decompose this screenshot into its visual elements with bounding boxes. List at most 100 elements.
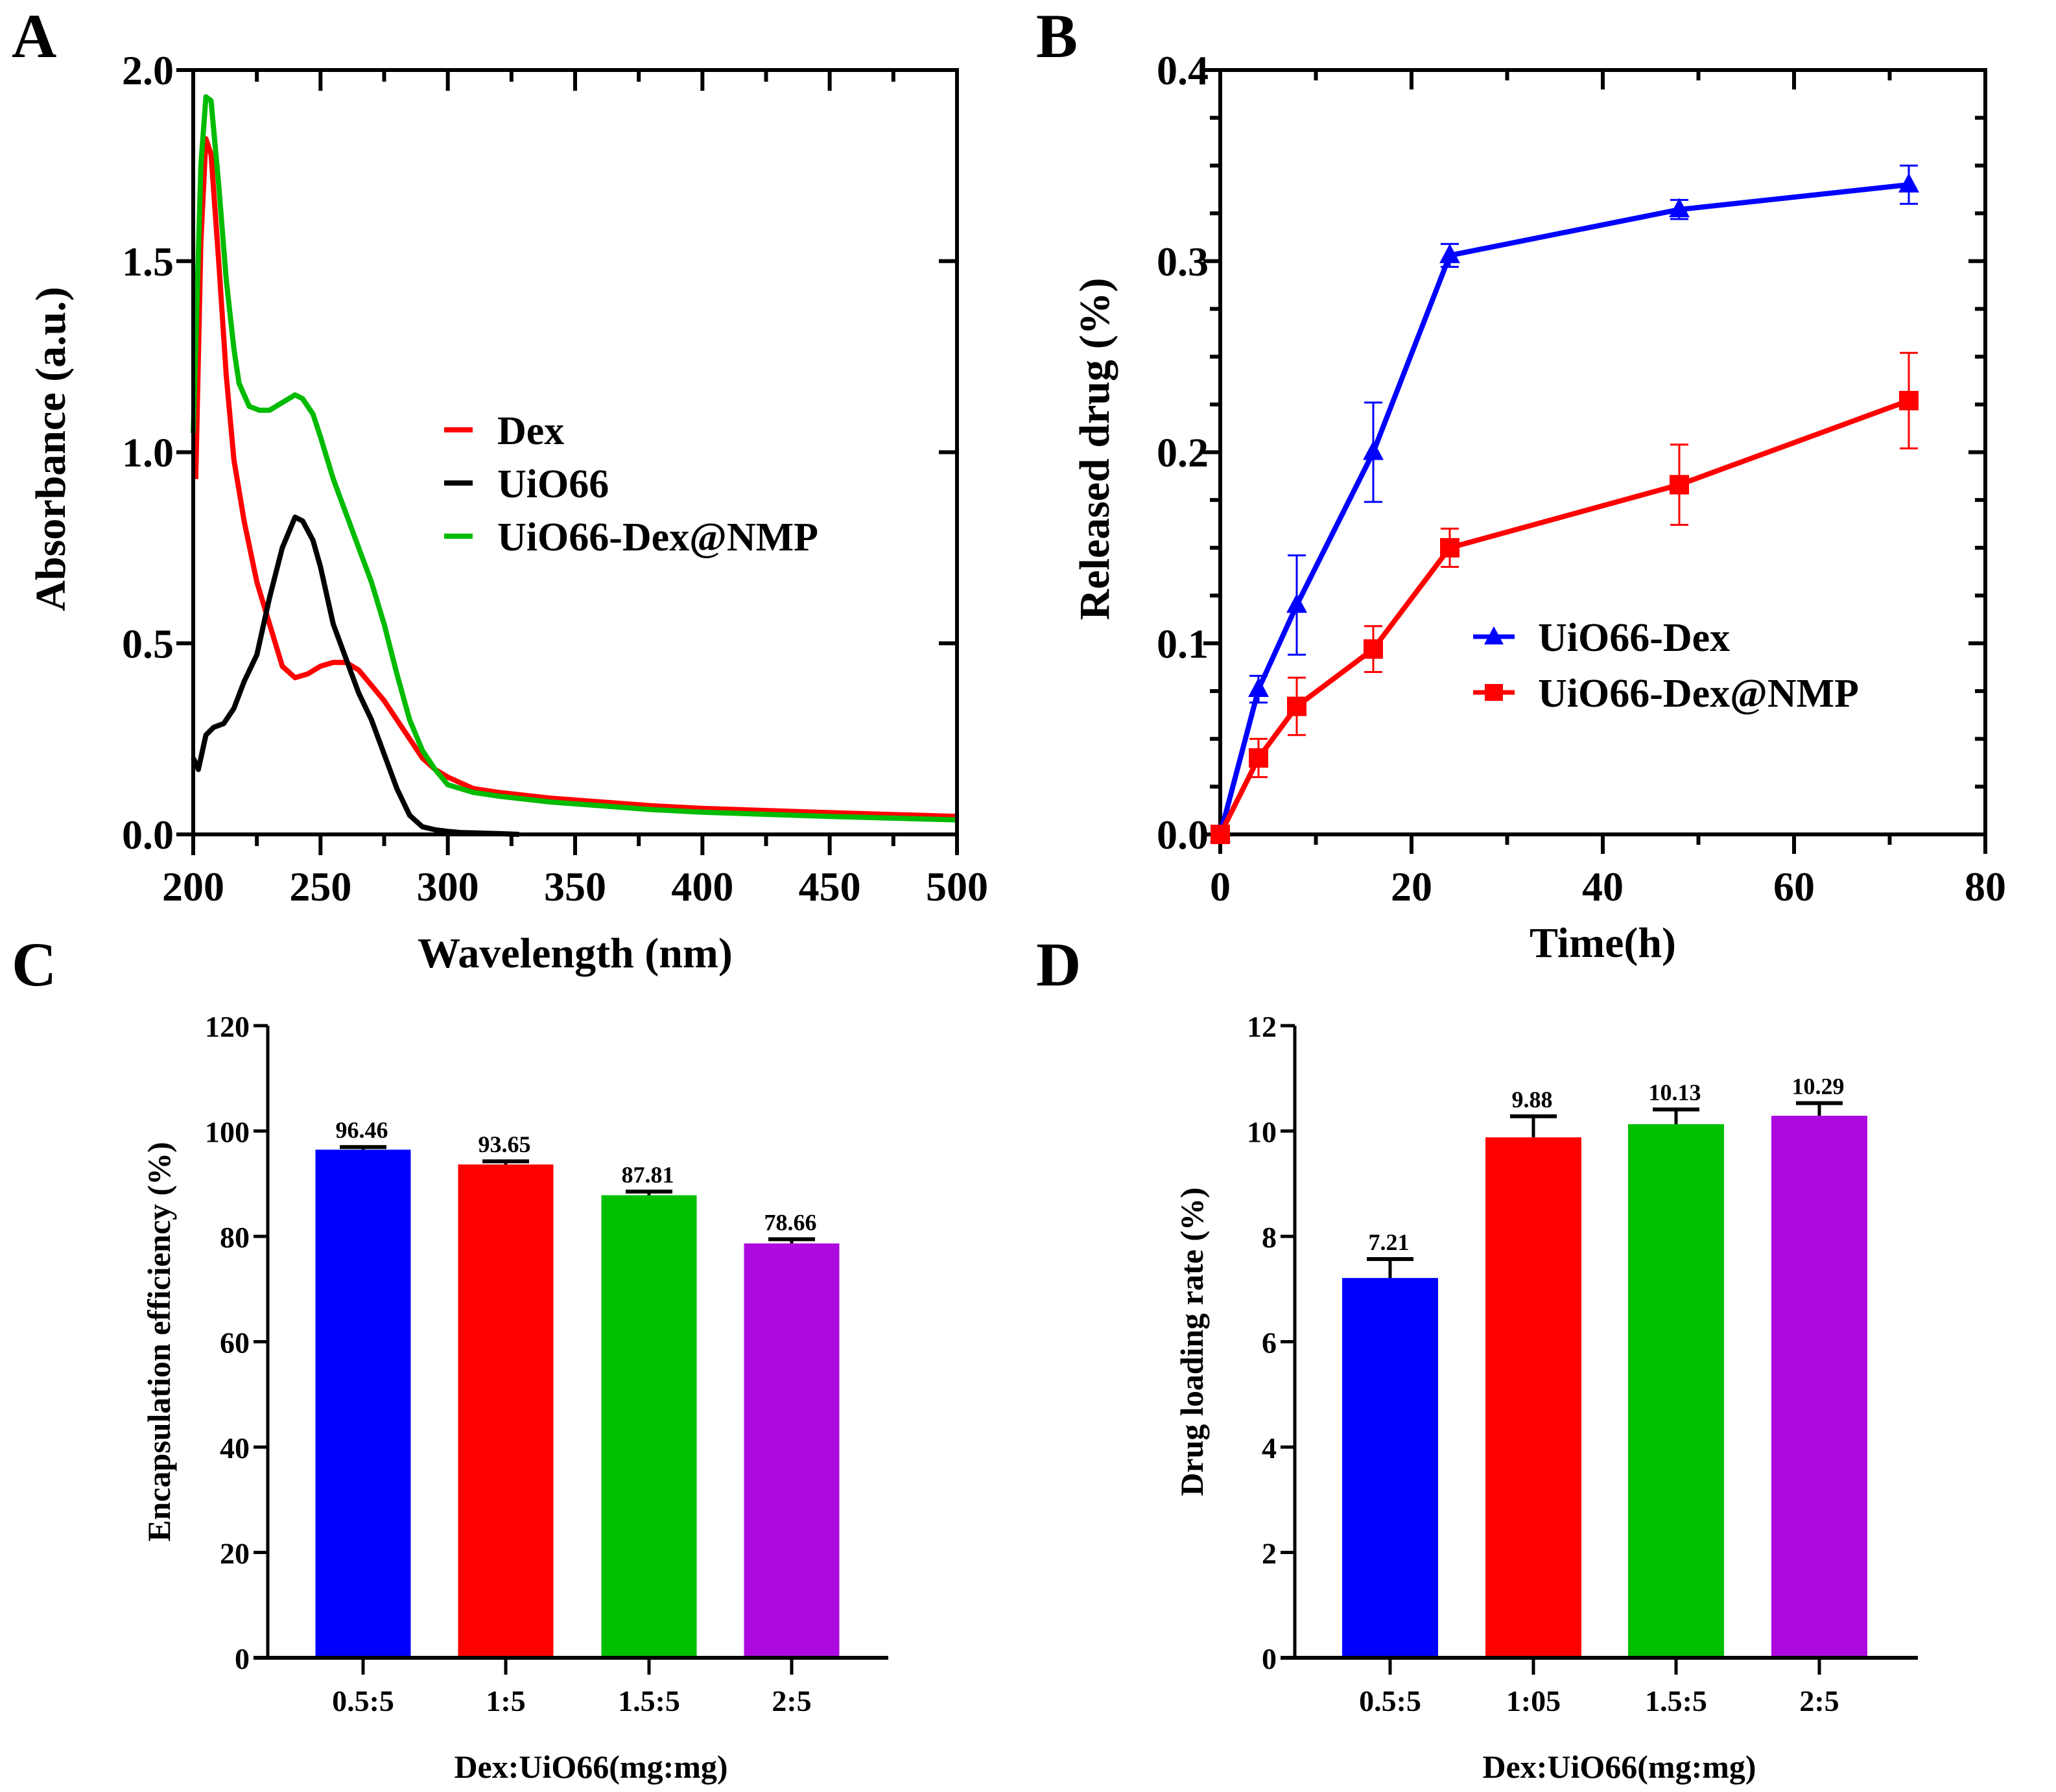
y-tick-label: 0.5 bbox=[122, 620, 174, 666]
y-tick-label: 40 bbox=[220, 1432, 250, 1465]
bar-value-label: 87.81 bbox=[622, 1162, 674, 1188]
y-tick-label: 0.0 bbox=[122, 812, 174, 858]
bar-1:5 bbox=[458, 1164, 554, 1658]
marker-uio66-dex bbox=[1248, 677, 1269, 697]
x-axis-title: Dex:UiO66(mg:mg) bbox=[1482, 1749, 1756, 1785]
legend-marker bbox=[1485, 684, 1503, 701]
bar-value-label: 10.13 bbox=[1649, 1079, 1701, 1105]
y-tick-label: 20 bbox=[220, 1537, 250, 1570]
x-axis-title: Dex:UiO66(mg:mg) bbox=[454, 1749, 727, 1785]
x-axis-title: Time(h) bbox=[1530, 919, 1676, 967]
marker-uio66-dex bbox=[1669, 198, 1690, 218]
y-tick-label: 0 bbox=[1262, 1642, 1277, 1675]
series-line-uio66-dex-nmp bbox=[191, 94, 958, 823]
bar-1.5:5 bbox=[1628, 1124, 1724, 1658]
x-tick-label: 400 bbox=[671, 864, 733, 910]
bar-value-label: 10.29 bbox=[1792, 1073, 1845, 1099]
y-tick-label: 6 bbox=[1262, 1326, 1277, 1360]
panel-label-a: A bbox=[12, 1, 56, 71]
y-tick-label: 8 bbox=[1262, 1221, 1277, 1254]
legend-label: UiO66-Dex@NMP bbox=[1538, 672, 1859, 716]
plot-frame bbox=[1218, 68, 1987, 836]
bar-0.5:5 bbox=[1342, 1278, 1438, 1658]
bar-1.5:5 bbox=[601, 1195, 697, 1658]
bar-value-label: 7.21 bbox=[1369, 1229, 1410, 1255]
marker-uio66-dex-nmp bbox=[1249, 748, 1268, 768]
marker-uio66-dex-nmp bbox=[1211, 825, 1230, 844]
bar-value-label: 93.65 bbox=[479, 1131, 531, 1157]
y-axis-title: Absorbance (a.u.) bbox=[27, 287, 75, 611]
y-tick-label: 100 bbox=[205, 1116, 250, 1149]
y-axis-title: Drug loading rate (%) bbox=[1174, 1187, 1210, 1496]
legend-label: UiO66 bbox=[497, 462, 609, 506]
x-tick-label: 2:5 bbox=[772, 1684, 811, 1717]
series-line-uio66-dex bbox=[1218, 182, 1909, 836]
x-tick-label: 300 bbox=[417, 864, 479, 910]
panel-label-d: D bbox=[1036, 930, 1081, 999]
marker-uio66-dex-nmp bbox=[1899, 390, 1919, 410]
panel-a-absorbance-chart: 200 250 300 350 400 450 500 0.0 0.5 1.0 1.5 2.0 Wave… bbox=[27, 47, 988, 977]
bar-2:5 bbox=[744, 1243, 840, 1658]
x-tick-label: 450 bbox=[799, 864, 861, 910]
y-tick-label: 4 bbox=[1262, 1432, 1277, 1465]
bar-2:5 bbox=[1771, 1115, 1867, 1658]
x-tick-label: 500 bbox=[926, 864, 988, 910]
legend-label: UiO66-Dex bbox=[1538, 616, 1730, 660]
panel-c-encapsulation-chart: 96.46 93.65 87.81 78.66 0 20 40 60 80 100 120 0.5:5… bbox=[141, 1010, 888, 1785]
marker-uio66-dex-nmp bbox=[1670, 475, 1689, 495]
panel-d-loading-chart: 7.21 9.88 10.13 10.29 0 2 4 6 8 10 12 0.5:5 1:05 1.5:… bbox=[1174, 1010, 1918, 1785]
x-tick-label: 60 bbox=[1773, 864, 1815, 910]
series-line-uio66 bbox=[191, 514, 519, 837]
x-axis-title: Wavelength (nm) bbox=[418, 930, 733, 977]
x-tick-label: 1.5:5 bbox=[618, 1684, 680, 1717]
x-tick-label: 200 bbox=[162, 864, 224, 910]
y-tick-label: 60 bbox=[220, 1326, 250, 1360]
marker-uio66-dex bbox=[1439, 243, 1460, 263]
y-axis-title: Encapsulation efficiency (%) bbox=[141, 1142, 177, 1542]
y-tick-label: 80 bbox=[220, 1221, 250, 1254]
x-tick-label: 350 bbox=[544, 864, 606, 910]
y-tick-label: 0.2 bbox=[1157, 430, 1209, 476]
marker-uio66-dex bbox=[1363, 440, 1384, 460]
x-tick-label: 80 bbox=[1965, 864, 2006, 910]
marker-uio66-dex-nmp bbox=[1364, 639, 1383, 659]
bar-value-label: 78.66 bbox=[764, 1209, 817, 1235]
x-tick-label: 1.5:5 bbox=[1645, 1684, 1707, 1717]
y-tick-label: 0 bbox=[235, 1642, 250, 1675]
y-tick-label: 2 bbox=[1262, 1537, 1277, 1570]
marker-uio66-dex-nmp bbox=[1287, 696, 1306, 716]
bar-value-label: 96.46 bbox=[336, 1117, 388, 1143]
marker-uio66-dex bbox=[1286, 593, 1307, 613]
bar-1:05 bbox=[1485, 1137, 1581, 1658]
bar-0.5:5 bbox=[315, 1149, 411, 1658]
y-tick-label: 2.0 bbox=[122, 47, 174, 93]
marker-uio66-dex bbox=[1898, 172, 1919, 193]
y-tick-label: 10 bbox=[1247, 1116, 1277, 1149]
y-tick-label: 120 bbox=[205, 1010, 250, 1043]
x-tick-label: 20 bbox=[1391, 864, 1432, 910]
y-tick-label: 0.0 bbox=[1157, 812, 1209, 858]
panel-label-b: B bbox=[1036, 1, 1078, 71]
x-tick-label: 1:5 bbox=[486, 1684, 525, 1717]
legend-marker bbox=[1484, 626, 1504, 644]
x-tick-label: 40 bbox=[1582, 864, 1624, 910]
panel-label-c: C bbox=[12, 930, 56, 999]
x-tick-label: 250 bbox=[289, 864, 351, 910]
legend-label: Dex bbox=[497, 409, 564, 453]
panel-b-release-chart: 0 20 40 60 80 0.0 0.1 0.2 0.3 0.4 Time(h) Released … bbox=[1071, 47, 2006, 967]
plot-frame bbox=[191, 68, 959, 836]
marker-uio66-dex-nmp bbox=[1440, 537, 1459, 558]
x-tick-label: 2:5 bbox=[1799, 1684, 1839, 1717]
x-tick-label: 0 bbox=[1210, 864, 1231, 910]
x-tick-label: 1:05 bbox=[1506, 1684, 1561, 1717]
bar-value-label: 9.88 bbox=[1512, 1087, 1553, 1113]
y-tick-label: 0.4 bbox=[1157, 47, 1209, 93]
y-tick-label: 1.0 bbox=[122, 430, 174, 476]
x-tick-label: 0.5:5 bbox=[1359, 1684, 1421, 1717]
y-tick-label: 0.1 bbox=[1157, 620, 1209, 666]
series-line-dex bbox=[193, 136, 958, 819]
legend-label: UiO66-Dex@NMP bbox=[497, 515, 818, 560]
y-axis-title: Released drug (%) bbox=[1071, 278, 1118, 620]
y-tick-label: 1.5 bbox=[122, 239, 174, 285]
